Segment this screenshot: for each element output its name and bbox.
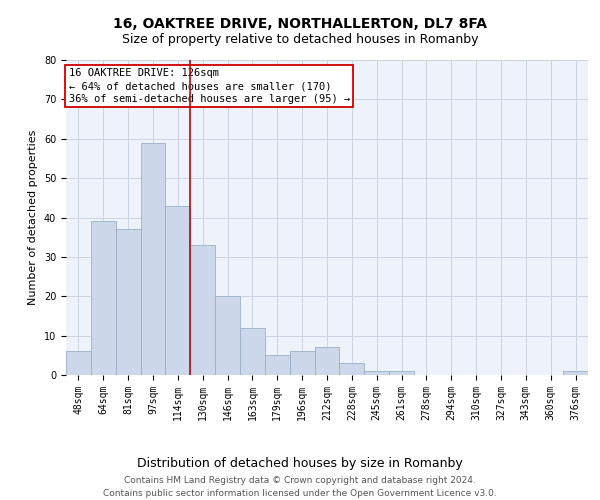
Bar bbox=[190, 245, 215, 375]
Bar bbox=[340, 363, 364, 375]
Text: 16, OAKTREE DRIVE, NORTHALLERTON, DL7 8FA: 16, OAKTREE DRIVE, NORTHALLERTON, DL7 8F… bbox=[113, 18, 487, 32]
Text: Contains HM Land Registry data © Crown copyright and database right 2024.: Contains HM Land Registry data © Crown c… bbox=[124, 476, 476, 485]
Text: Contains public sector information licensed under the Open Government Licence v3: Contains public sector information licen… bbox=[103, 489, 497, 498]
Bar bbox=[290, 352, 314, 375]
Bar bbox=[563, 371, 588, 375]
Bar bbox=[91, 222, 116, 375]
Y-axis label: Number of detached properties: Number of detached properties bbox=[28, 130, 38, 305]
Bar bbox=[314, 348, 340, 375]
Bar bbox=[166, 206, 190, 375]
Text: Size of property relative to detached houses in Romanby: Size of property relative to detached ho… bbox=[122, 32, 478, 46]
Bar bbox=[215, 296, 240, 375]
Text: Distribution of detached houses by size in Romanby: Distribution of detached houses by size … bbox=[137, 458, 463, 470]
Bar bbox=[116, 230, 140, 375]
Bar bbox=[140, 142, 166, 375]
Bar bbox=[240, 328, 265, 375]
Bar bbox=[389, 371, 414, 375]
Bar bbox=[66, 352, 91, 375]
Bar bbox=[265, 356, 290, 375]
Bar bbox=[364, 371, 389, 375]
Text: 16 OAKTREE DRIVE: 126sqm
← 64% of detached houses are smaller (170)
36% of semi-: 16 OAKTREE DRIVE: 126sqm ← 64% of detach… bbox=[68, 68, 350, 104]
